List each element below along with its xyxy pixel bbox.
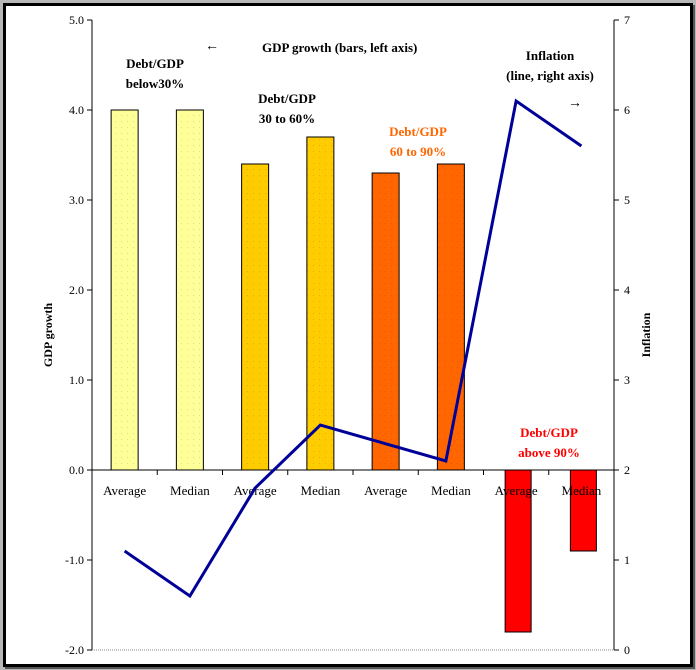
y-tick-label: -1.0: [65, 553, 84, 567]
y-tick-label: 2.0: [69, 283, 84, 297]
y2-tick-label: 0: [624, 643, 630, 657]
y-tick-label: 4.0: [69, 103, 84, 117]
y2-tick-label: 2: [624, 463, 630, 477]
y2-tick-label: 5: [624, 193, 630, 207]
group-label-line2: below30%: [126, 76, 185, 91]
bar: [569, 469, 597, 552]
x-tick-label: Median: [562, 483, 602, 498]
right-arrow-icon: →: [568, 96, 582, 111]
x-tick-label: Average: [364, 483, 407, 498]
y-tick-label: 0.0: [69, 463, 84, 477]
group-label-line1: Debt/GDP: [258, 91, 316, 106]
inflation-line: [123, 98, 583, 599]
group-label-line1: Debt/GDP: [520, 425, 578, 440]
group-label-line2: 30 to 60%: [259, 111, 315, 126]
y2-tick-label: 7: [624, 13, 630, 27]
group-label-line2: above 90%: [518, 445, 580, 460]
inflation-legend-line1: Inflation: [526, 48, 575, 63]
y2-tick-label: 6: [624, 103, 630, 117]
x-tick-label: Median: [170, 483, 210, 498]
x-tick-label: Median: [301, 483, 341, 498]
bar: [504, 469, 532, 633]
bar-pattern: [111, 110, 139, 470]
group-label-line2: 60 to 90%: [390, 144, 446, 159]
bar-pattern: [176, 110, 204, 470]
y2-tick-label: 1: [624, 553, 630, 567]
bar-pattern: [437, 164, 465, 470]
y-tick-label: 3.0: [69, 193, 84, 207]
left-arrow-icon: ←: [205, 39, 219, 54]
group-label-line1: Debt/GDP: [126, 56, 184, 71]
x-tick-label: Average: [103, 483, 146, 498]
bar-pattern: [306, 137, 334, 470]
y2-axis-label: Inflation: [639, 312, 653, 357]
y-tick-label: 5.0: [69, 13, 84, 27]
bar-pattern: [241, 164, 269, 470]
x-tick-label: Average: [495, 483, 538, 498]
y-tick-label: -2.0: [65, 643, 84, 657]
y-tick-label: 1.0: [69, 373, 84, 387]
bar-pattern: [372, 173, 400, 470]
y2-tick-label: 3: [624, 373, 630, 387]
x-tick-label: Median: [431, 483, 471, 498]
group-label-line1: Debt/GDP: [389, 124, 447, 139]
y-axis-label: GDP growth: [41, 303, 55, 367]
y2-tick-label: 4: [624, 283, 630, 297]
inflation-legend-line2: (line, right axis): [506, 68, 594, 83]
gdp-legend: GDP growth (bars, left axis): [262, 40, 417, 55]
